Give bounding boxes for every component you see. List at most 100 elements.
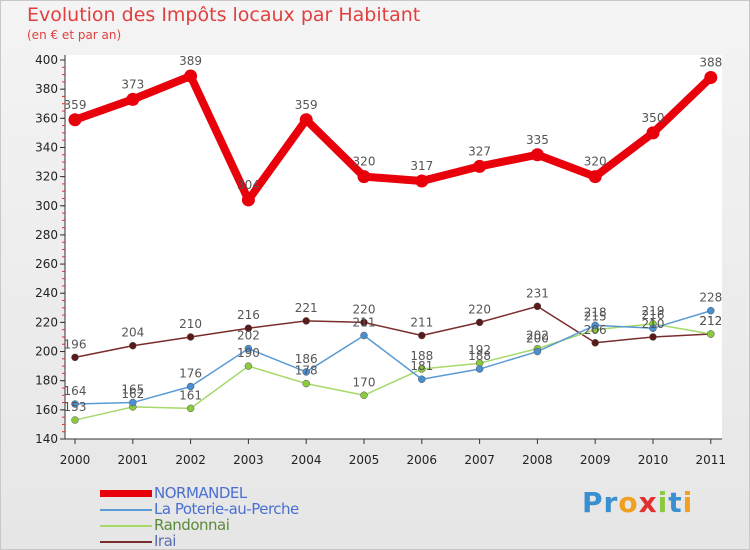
x-tick-label: 2004: [291, 453, 322, 467]
data-label: 200: [526, 332, 549, 346]
data-label: 210: [642, 317, 665, 331]
data-label: 335: [526, 133, 549, 147]
data-point: [591, 339, 599, 347]
data-label: 216: [237, 308, 260, 322]
data-point: [360, 331, 368, 340]
data-label: 350: [642, 111, 665, 125]
plot-area: [65, 55, 722, 439]
x-tick-label: 2007: [464, 453, 495, 467]
data-point: [588, 170, 602, 184]
x-tick-label: 2005: [349, 453, 380, 467]
data-label: 153: [64, 400, 87, 414]
data-point: [646, 126, 660, 140]
legend-label: Randonnai: [154, 516, 230, 534]
data-point: [184, 69, 198, 83]
data-label: 212: [699, 314, 722, 328]
data-point: [415, 174, 429, 188]
data-point: [530, 148, 544, 162]
series-line-la-poterie-au-perche: [74, 309, 712, 405]
data-label: 219: [642, 304, 665, 318]
legend-label: La Poterie-au-Perche: [154, 500, 299, 518]
legend-label: Irai: [154, 532, 176, 550]
data-point: [475, 318, 484, 327]
data-point: [707, 330, 715, 338]
brand-letter: i: [682, 486, 694, 519]
legend-swatch: [100, 490, 152, 497]
data-point: [357, 170, 371, 184]
data-label: 389: [179, 54, 202, 68]
y-tick-label: 380: [35, 82, 58, 96]
data-label: 202: [526, 329, 549, 343]
data-label: 164: [64, 384, 87, 398]
data-label: 211: [410, 316, 433, 330]
data-label: 161: [179, 388, 202, 402]
data-label: 178: [295, 364, 318, 378]
data-label: 206: [584, 323, 607, 337]
data-point: [244, 344, 253, 353]
data-label: 388: [699, 55, 722, 69]
series-line-irai: [74, 305, 712, 359]
data-label: 220: [468, 302, 491, 316]
chart-subtitle: (en € et par an): [27, 28, 122, 42]
data-label: 211: [353, 316, 376, 330]
series-layer: [68, 69, 718, 424]
series-line-normandel: [71, 72, 715, 204]
y-tick-label: 320: [35, 170, 58, 184]
data-point: [302, 317, 310, 325]
legend-label: NORMANDEL: [154, 484, 247, 502]
data-label: 304: [237, 178, 260, 192]
x-tick-label: 2010: [638, 453, 669, 467]
y-tick-label: 340: [35, 140, 58, 154]
y-tick-label: 140: [35, 432, 58, 446]
y-tick-label: 400: [35, 53, 58, 67]
data-label: 320: [584, 155, 607, 169]
data-label: 162: [121, 387, 144, 401]
data-point: [649, 324, 657, 332]
data-label: 170: [353, 375, 376, 389]
data-label: 373: [121, 77, 144, 91]
data-label: 220: [353, 302, 376, 316]
data-point: [418, 365, 426, 373]
x-tick-label: 2008: [522, 453, 553, 467]
y-tick-label: 260: [35, 257, 58, 271]
data-point: [71, 416, 79, 424]
chart-title: Evolution des Impôts locaux par Habitant: [27, 4, 421, 26]
data-point: [244, 362, 253, 370]
legend-swatch: [100, 525, 152, 527]
data-label: 188: [410, 349, 433, 363]
y-tick-label: 240: [35, 286, 58, 300]
data-label: 190: [237, 346, 260, 360]
brand-logo: Proxiti: [582, 486, 693, 519]
data-point: [360, 318, 368, 327]
data-label: 188: [468, 349, 491, 363]
axes: 140 160 180 200 220 240 260 280 300 320 340 360 380 4…: [35, 53, 726, 467]
data-label: 196: [64, 337, 87, 351]
data-label: 327: [468, 144, 491, 158]
y-tick-label: 280: [35, 228, 58, 242]
data-point: [302, 368, 310, 376]
y-tick-label: 300: [35, 199, 58, 213]
data-point: [707, 306, 715, 315]
data-point: [418, 375, 426, 383]
y-tick-label: 360: [35, 111, 58, 125]
x-tick-label: 2003: [233, 453, 264, 467]
y-tick-label: 180: [35, 374, 58, 388]
brand-letter: o: [618, 486, 639, 519]
data-label: 204: [121, 326, 144, 340]
data-point: [475, 365, 484, 373]
brand-letter: P: [582, 486, 604, 519]
data-point: [533, 347, 542, 356]
data-label: 228: [699, 291, 722, 305]
data-label: 218: [584, 305, 607, 319]
data-point: [704, 70, 718, 84]
brand-letter: r: [603, 486, 619, 519]
data-point: [360, 391, 368, 400]
data-point: [186, 333, 195, 341]
legend-swatch: [100, 509, 152, 511]
series-line-randonnai: [74, 323, 712, 421]
data-point: [649, 333, 657, 341]
data-label: 186: [295, 352, 318, 366]
brand-letter: t: [668, 486, 683, 519]
data-label: 231: [526, 286, 549, 300]
brand-letter: x: [638, 486, 658, 519]
